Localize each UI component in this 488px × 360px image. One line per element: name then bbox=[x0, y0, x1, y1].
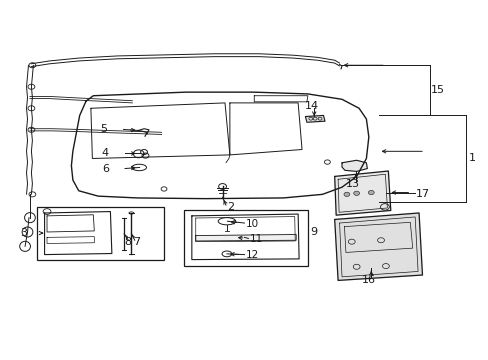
Circle shape bbox=[367, 190, 373, 195]
Text: 14: 14 bbox=[304, 101, 318, 111]
Text: 1: 1 bbox=[468, 153, 475, 163]
Text: 13: 13 bbox=[345, 179, 359, 189]
Text: 8: 8 bbox=[123, 237, 131, 247]
Text: 15: 15 bbox=[430, 85, 445, 95]
Polygon shape bbox=[305, 116, 325, 122]
Circle shape bbox=[343, 192, 349, 197]
Text: 6: 6 bbox=[102, 163, 109, 174]
Text: 4: 4 bbox=[102, 148, 109, 158]
Circle shape bbox=[353, 191, 359, 195]
Text: 9: 9 bbox=[310, 227, 317, 237]
Text: 2: 2 bbox=[226, 202, 234, 212]
Ellipse shape bbox=[129, 212, 134, 214]
Text: 5: 5 bbox=[100, 124, 107, 134]
Text: 7: 7 bbox=[132, 237, 140, 247]
Polygon shape bbox=[341, 160, 366, 171]
Text: 10: 10 bbox=[245, 219, 259, 229]
Polygon shape bbox=[334, 171, 390, 215]
Text: 3: 3 bbox=[20, 228, 27, 238]
Bar bbox=[183, 211, 307, 266]
Text: 11: 11 bbox=[249, 234, 262, 244]
Text: 17: 17 bbox=[415, 189, 429, 199]
Text: 16: 16 bbox=[361, 275, 375, 285]
Polygon shape bbox=[334, 213, 422, 280]
Polygon shape bbox=[195, 234, 296, 241]
Text: 12: 12 bbox=[245, 250, 259, 260]
Bar bbox=[37, 207, 163, 260]
